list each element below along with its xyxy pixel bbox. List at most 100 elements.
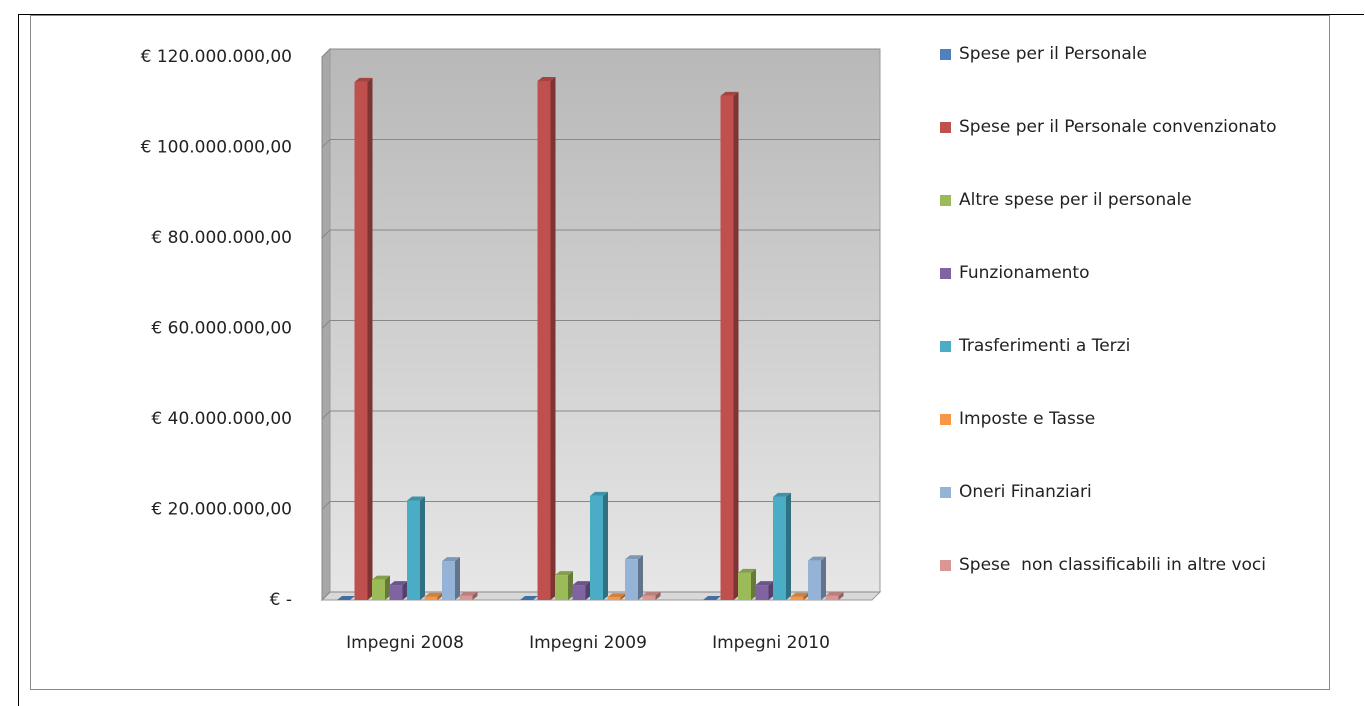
x-tick-label: Impegni 2010 bbox=[712, 633, 830, 653]
y-tick-label: € 40.000.000,00 bbox=[151, 409, 292, 429]
y-tick-label: € 20.000.000,00 bbox=[151, 500, 292, 520]
bar-side bbox=[838, 591, 844, 600]
legend-item: Oneri Finanziari bbox=[940, 478, 1310, 506]
bar bbox=[572, 581, 591, 600]
bar-top bbox=[755, 581, 774, 586]
bar-front bbox=[755, 585, 769, 600]
bar bbox=[424, 592, 443, 600]
bar-front bbox=[442, 561, 455, 600]
chart-border bbox=[30, 15, 1330, 690]
bar-top bbox=[773, 492, 791, 497]
grid-line bbox=[321, 139, 880, 148]
bar bbox=[590, 491, 608, 600]
bar-top bbox=[808, 556, 826, 561]
bar-front bbox=[773, 496, 786, 600]
legend-swatch bbox=[940, 487, 951, 498]
legend-label: Spese per il Personale convenzionato bbox=[959, 117, 1277, 137]
page-frame bbox=[18, 14, 1364, 706]
y-tick-label: € 100.000.000,00 bbox=[141, 138, 292, 158]
bar-front bbox=[590, 495, 603, 600]
grid-line bbox=[321, 410, 880, 420]
bar-top bbox=[825, 591, 844, 596]
bar-front bbox=[459, 595, 473, 600]
bar-top bbox=[442, 557, 460, 562]
grid-line bbox=[321, 501, 880, 510]
bar-side bbox=[786, 492, 791, 600]
x-tick-label: Impegni 2009 bbox=[529, 633, 647, 653]
bar-top bbox=[625, 555, 643, 560]
bar bbox=[720, 91, 739, 600]
grid-line bbox=[321, 229, 880, 239]
bar bbox=[372, 575, 390, 600]
bar bbox=[808, 556, 826, 600]
y-tick-label: € - bbox=[270, 590, 292, 610]
bar-side bbox=[603, 491, 608, 600]
bar-top bbox=[607, 593, 626, 598]
bar-side bbox=[550, 76, 556, 601]
bar-top bbox=[642, 591, 661, 596]
bar bbox=[755, 581, 774, 600]
bar-top bbox=[407, 496, 425, 501]
bar-front bbox=[572, 585, 586, 600]
bar-front bbox=[720, 95, 734, 600]
bar-front bbox=[625, 559, 638, 600]
bar-side bbox=[768, 581, 774, 600]
y-tick-label: € 60.000.000,00 bbox=[151, 319, 292, 339]
bar-top bbox=[459, 591, 478, 596]
bar bbox=[407, 496, 425, 600]
bar-side bbox=[751, 568, 756, 600]
bar-side bbox=[821, 556, 826, 600]
bar bbox=[825, 591, 844, 600]
bar-top bbox=[337, 596, 355, 600]
bar-top bbox=[738, 568, 756, 573]
bar-front bbox=[389, 585, 403, 600]
grid-line bbox=[321, 320, 880, 329]
bar bbox=[520, 596, 538, 600]
y-tick-label: € 120.000.000,00 bbox=[141, 47, 292, 67]
bar-side bbox=[385, 575, 390, 600]
bar-side bbox=[585, 581, 591, 600]
bar bbox=[790, 592, 809, 600]
bar-side bbox=[803, 592, 809, 600]
grid-line bbox=[321, 591, 880, 601]
bar bbox=[607, 593, 626, 600]
bar-top bbox=[424, 592, 443, 597]
y-tick-label: € 80.000.000,00 bbox=[151, 228, 292, 248]
bar-top bbox=[555, 571, 573, 576]
legend-item: Altre spese per il personale bbox=[940, 186, 1310, 214]
bar bbox=[642, 591, 661, 600]
bar bbox=[738, 568, 756, 600]
bar-front bbox=[407, 500, 420, 600]
bar-side bbox=[620, 593, 626, 600]
bar bbox=[354, 77, 373, 600]
legend-swatch bbox=[940, 195, 951, 206]
legend-label: Imposte e Tasse bbox=[959, 409, 1096, 429]
bar-side bbox=[402, 581, 408, 600]
bar bbox=[537, 76, 556, 601]
bar-front bbox=[738, 572, 751, 600]
legend-item: Imposte e Tasse bbox=[940, 405, 1310, 433]
bar-top bbox=[590, 491, 608, 496]
legend-swatch bbox=[940, 122, 951, 133]
legend-item: Funzionamento bbox=[940, 259, 1310, 287]
bar-front bbox=[537, 80, 551, 601]
bar-top bbox=[572, 581, 591, 586]
legend-swatch bbox=[940, 268, 951, 279]
bar-top bbox=[372, 575, 390, 580]
bar-top bbox=[520, 596, 538, 600]
bar-front bbox=[607, 597, 621, 600]
bar-front bbox=[555, 575, 568, 600]
bar-front bbox=[808, 560, 821, 600]
legend-item: Spese per il Personale convenzionato bbox=[940, 113, 1310, 141]
legend-swatch bbox=[940, 49, 951, 60]
legend-label: Oneri Finanziari bbox=[959, 482, 1092, 502]
bar-front bbox=[642, 595, 656, 600]
bar bbox=[389, 581, 408, 600]
x-tick-label: Impegni 2008 bbox=[346, 633, 464, 653]
bar-top bbox=[703, 596, 721, 600]
bar-front bbox=[372, 579, 385, 600]
bar bbox=[337, 596, 355, 600]
legend-item: Spese per il Personale bbox=[940, 40, 1310, 68]
bar bbox=[442, 557, 460, 600]
